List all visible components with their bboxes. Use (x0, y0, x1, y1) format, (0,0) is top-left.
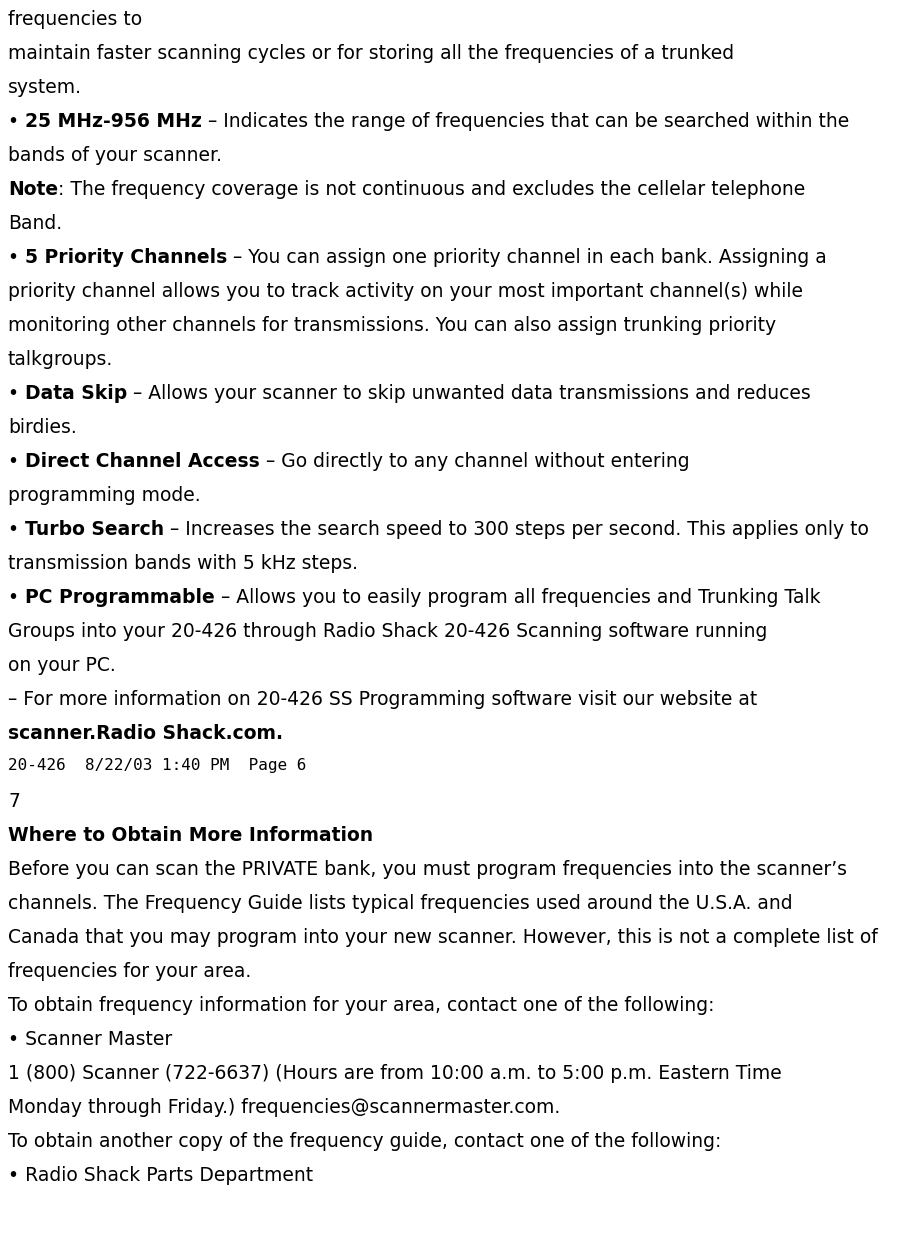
Text: Turbo Search: Turbo Search (25, 520, 165, 539)
Text: channels. The Frequency Guide lists typical frequencies used around the U.S.A. a: channels. The Frequency Guide lists typi… (8, 894, 792, 913)
Text: system.: system. (8, 78, 82, 97)
Text: Before you can scan the PRIVATE bank, you must program frequencies into the scan: Before you can scan the PRIVATE bank, yo… (8, 860, 847, 879)
Text: •: • (8, 452, 25, 471)
Text: 25 MHz-956 MHz: 25 MHz-956 MHz (25, 112, 202, 131)
Text: Canada that you may program into your new scanner. However, this is not a comple: Canada that you may program into your ne… (8, 928, 878, 947)
Text: – Allows you to easily program all frequencies and Trunking Talk: – Allows you to easily program all frequ… (215, 588, 821, 607)
Text: : The frequency coverage is not continuous and excludes the cellelar telephone: : The frequency coverage is not continuo… (58, 180, 805, 198)
Text: bands of your scanner.: bands of your scanner. (8, 146, 222, 165)
Text: birdies.: birdies. (8, 418, 77, 437)
Text: Groups into your 20-426 through Radio Shack 20-426 Scanning software running: Groups into your 20-426 through Radio Sh… (8, 622, 767, 641)
Text: priority channel allows you to track activity on your most important channel(s) : priority channel allows you to track act… (8, 283, 803, 301)
Text: • Scanner Master: • Scanner Master (8, 1030, 172, 1049)
Text: •: • (8, 112, 25, 131)
Text: transmission bands with 5 kHz steps.: transmission bands with 5 kHz steps. (8, 554, 358, 573)
Text: Direct Channel Access: Direct Channel Access (25, 452, 260, 471)
Text: frequencies to: frequencies to (8, 10, 148, 29)
Text: – Increases the search speed to 300 steps per second. This applies only to: – Increases the search speed to 300 step… (165, 520, 869, 539)
Text: on your PC.: on your PC. (8, 656, 116, 674)
Text: 7: 7 (8, 793, 20, 811)
Text: •: • (8, 588, 25, 607)
Text: 20-426  8/22/03 1:40 PM  Page 6: 20-426 8/22/03 1:40 PM Page 6 (8, 759, 306, 772)
Text: Where to Obtain More Information: Where to Obtain More Information (8, 826, 373, 845)
Text: frequencies for your area.: frequencies for your area. (8, 962, 251, 981)
Text: – Indicates the range of frequencies that can be searched within the: – Indicates the range of frequencies tha… (202, 112, 849, 131)
Text: Data Skip: Data Skip (25, 384, 128, 403)
Text: •: • (8, 247, 25, 268)
Text: Band.: Band. (8, 214, 62, 234)
Text: – You can assign one priority channel in each bank. Assigning a: – You can assign one priority channel in… (227, 247, 827, 268)
Text: – Allows your scanner to skip unwanted data transmissions and reduces: – Allows your scanner to skip unwanted d… (128, 384, 811, 403)
Text: PC Programmable: PC Programmable (25, 588, 215, 607)
Text: •: • (8, 520, 25, 539)
Text: 1 (800) Scanner (722-6637) (Hours are from 10:00 a.m. to 5:00 p.m. Eastern Time: 1 (800) Scanner (722-6637) (Hours are fr… (8, 1064, 782, 1083)
Text: 5 Priority Channels: 5 Priority Channels (25, 247, 227, 268)
Text: talkgroups.: talkgroups. (8, 350, 113, 369)
Text: •: • (8, 384, 25, 403)
Text: – Go directly to any channel without entering: – Go directly to any channel without ent… (260, 452, 689, 471)
Text: Note: Note (8, 180, 58, 198)
Text: maintain faster scanning cycles or for storing all the frequencies of a trunked: maintain faster scanning cycles or for s… (8, 44, 734, 63)
Text: programming mode.: programming mode. (8, 486, 200, 505)
Text: To obtain another copy of the frequency guide, contact one of the following:: To obtain another copy of the frequency … (8, 1132, 721, 1150)
Text: To obtain frequency information for your area, contact one of the following:: To obtain frequency information for your… (8, 996, 714, 1015)
Text: scanner.Radio Shack.com.: scanner.Radio Shack.com. (8, 723, 283, 744)
Text: Monday through Friday.) frequencies@scannermaster.com.: Monday through Friday.) frequencies@scan… (8, 1098, 561, 1117)
Text: – For more information on 20-426 SS Programming software visit our website at: – For more information on 20-426 SS Prog… (8, 690, 757, 708)
Text: monitoring other channels for transmissions. You can also assign trunking priori: monitoring other channels for transmissi… (8, 317, 777, 335)
Text: • Radio Shack Parts Department: • Radio Shack Parts Department (8, 1166, 313, 1184)
